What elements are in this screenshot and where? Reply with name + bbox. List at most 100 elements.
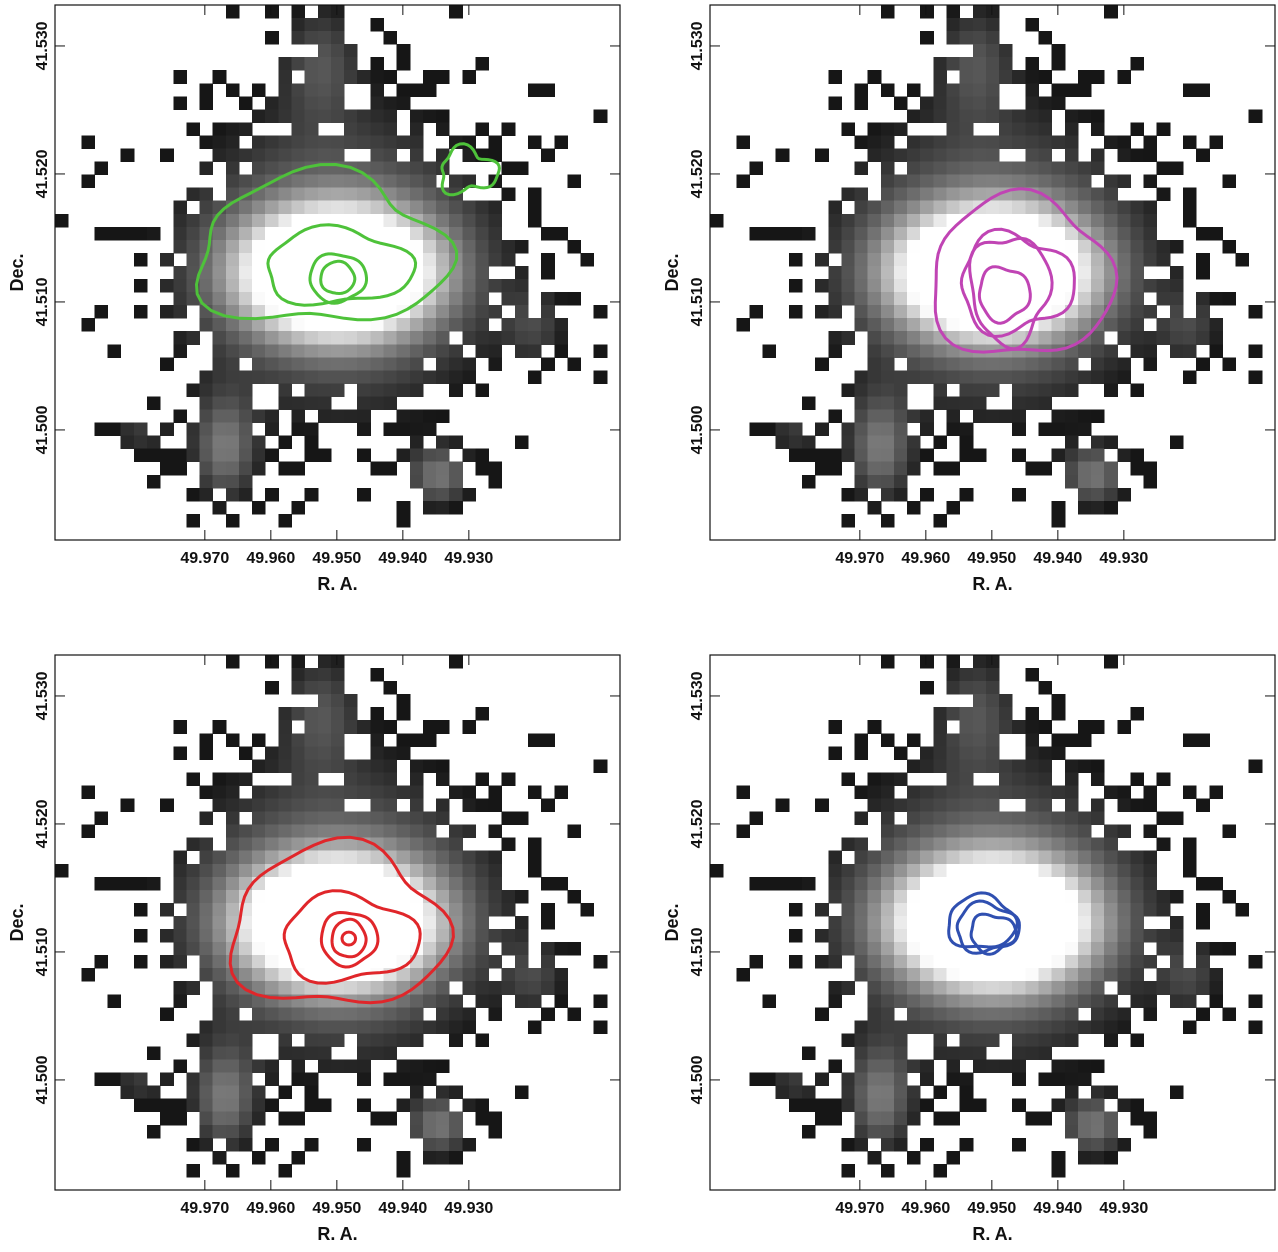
image-pixel: [1130, 57, 1145, 71]
image-pixel: [317, 694, 332, 708]
image-pixel: [1051, 1163, 1066, 1178]
image-pixel: [449, 1150, 463, 1165]
image-pixel: [1012, 1020, 1026, 1034]
image-pixel: [94, 226, 109, 241]
image-pixel: [212, 265, 227, 280]
image-pixel: [436, 200, 450, 215]
image-pixel: [475, 200, 490, 215]
image-pixel: [330, 57, 345, 71]
image-pixel: [528, 1020, 542, 1034]
image-pixel: [1209, 942, 1223, 956]
image-pixel: [1143, 305, 1158, 319]
image-pixel: [278, 187, 293, 202]
y-tick-label: 41.520: [689, 149, 706, 198]
image-pixel: [880, 955, 895, 969]
image-pixel: [1077, 370, 1092, 384]
image-pixel: [893, 487, 908, 502]
image-pixel: [1196, 798, 1210, 813]
image-pixel: [972, 707, 987, 721]
image-pixel: [985, 994, 1000, 1008]
image-pixel: [933, 383, 948, 397]
y-tick-label: 41.510: [34, 927, 51, 976]
image-pixel: [146, 876, 161, 891]
image-pixel: [330, 733, 345, 747]
y-tick-label: 41.500: [34, 1055, 51, 1104]
image-pixel: [1183, 344, 1197, 358]
image-pixel: [907, 239, 921, 254]
image-pixel: [317, 720, 332, 734]
image-pixel: [252, 811, 266, 826]
image-pixel: [907, 370, 921, 384]
image-pixel: [893, 994, 908, 1008]
image-pixel: [449, 279, 463, 293]
image-pixel: [409, 370, 424, 384]
image-pixel: [186, 772, 201, 786]
image-pixel: [370, 370, 384, 384]
image-pixel: [317, 811, 332, 826]
image-pixel: [370, 161, 384, 176]
image-pixel: [383, 811, 398, 826]
image-pixel: [1156, 772, 1171, 786]
image-pixel: [199, 370, 214, 384]
image-pixel: [1064, 252, 1079, 267]
image-pixel: [541, 733, 555, 747]
image-pixel: [212, 461, 227, 476]
image-pixel: [1143, 863, 1158, 878]
image-pixel: [946, 968, 961, 982]
image-pixel: [541, 318, 555, 332]
image-pixel: [1104, 357, 1118, 371]
image-pixel: [212, 474, 227, 489]
image-pixel: [422, 720, 437, 734]
image-pixel: [907, 863, 921, 878]
image-pixel: [330, 1007, 345, 1021]
image-pixel: [893, 1072, 908, 1087]
image-pixel: [1012, 850, 1026, 865]
plot-frame: [54, 4, 621, 541]
image-pixel: [133, 955, 148, 969]
image-pixel: [199, 435, 214, 450]
image-pixel: [278, 1020, 293, 1034]
image-pixel: [475, 929, 490, 943]
image-pixel: [1025, 1033, 1039, 1047]
image-pixel: [1091, 863, 1105, 878]
image-pixel: [1117, 331, 1131, 345]
image-pixel: [828, 746, 842, 760]
image-pixel: [893, 331, 908, 345]
image-pixel: [94, 876, 109, 891]
image-pixel: [867, 955, 882, 969]
image-pixel: [528, 331, 542, 345]
image-pixel: [1064, 798, 1079, 813]
image-pixel: [541, 305, 555, 319]
image-pixel: [436, 1085, 450, 1100]
image-pixel: [330, 370, 345, 384]
image-pixel: [291, 772, 306, 786]
image-pixel: [854, 383, 869, 397]
image-pixel: [462, 942, 476, 956]
image-pixel: [383, 798, 398, 813]
image-pixel: [330, 5, 345, 19]
image-pixel: [1209, 876, 1223, 891]
plot-frame: [709, 654, 1276, 1191]
image-pixel: [291, 759, 306, 773]
image-pixel: [1064, 915, 1079, 930]
image-pixel: [278, 824, 293, 839]
image-pixel: [357, 409, 371, 424]
image-pixel: [344, 863, 358, 878]
image-pixel: [985, 968, 1000, 982]
image-pixel: [199, 733, 214, 747]
image-pixel: [1064, 435, 1079, 450]
image-pixel: [1064, 902, 1079, 917]
image-pixel: [972, 148, 987, 163]
image-pixel: [880, 265, 895, 280]
image-pixel: [999, 889, 1013, 904]
image-pixel: [946, 409, 961, 424]
image-pixel: [1025, 942, 1039, 956]
image-pixel: [880, 994, 895, 1008]
image-pixel: [867, 785, 882, 800]
y-tick-label: 41.530: [34, 671, 51, 720]
image-pixel: [1064, 824, 1079, 839]
image-pixel: [867, 305, 882, 319]
image-pixel: [880, 331, 895, 345]
image-pixel: [225, 213, 240, 228]
image-pixel: [801, 1098, 816, 1113]
